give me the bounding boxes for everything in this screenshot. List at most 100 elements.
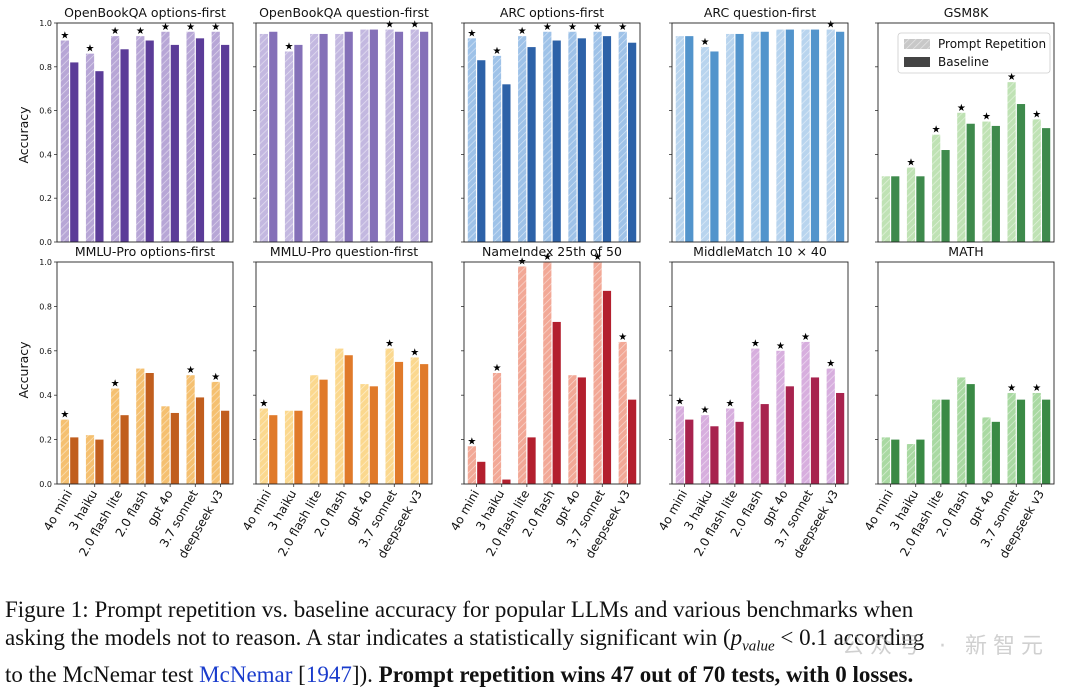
citation-bracket-open: [ <box>292 661 306 687</box>
significance-star: ★ <box>568 22 577 33</box>
p-subscript: value <box>742 638 775 655</box>
panel-title: OpenBookQA options-first <box>64 5 226 20</box>
citation-bracket-close: ]). <box>351 661 379 687</box>
bar-repetition-2-0-flash-lite <box>111 388 120 484</box>
bar-baseline-3-7-sonnet <box>195 397 205 484</box>
bar-repetition-gpt-4o <box>568 375 577 484</box>
significance-star: ★ <box>285 41 294 52</box>
significance-star: ★ <box>1007 383 1016 394</box>
p-threshold: < 0.1 according <box>774 625 925 650</box>
bar-repetition-3-haiku <box>85 435 95 484</box>
panel-arc-question-first: ARC question-first ★ ★ <box>669 5 849 243</box>
bar-baseline-2-0-flash-lite <box>120 415 129 484</box>
significance-star: ★ <box>826 359 835 370</box>
significance-star: ★ <box>801 332 810 343</box>
y-tick-label: 1.0 <box>39 258 52 267</box>
significance-star: ★ <box>410 347 419 358</box>
bar-baseline-gpt-4o <box>170 44 179 243</box>
bar-baseline-3-7-sonnet <box>1016 399 1026 484</box>
y-tick-label: 0.4 <box>39 391 52 400</box>
panel-frame <box>463 261 641 485</box>
bar-baseline-3-haiku <box>916 439 925 484</box>
caption-line-1: Figure 1: Prompt repetition vs. baseline… <box>5 597 914 622</box>
caption-line-2: asking the models not to reason. A star … <box>0 624 1080 661</box>
caption-line-2-text: asking the models not to reason. A star … <box>5 625 731 650</box>
bar-baseline-4o-mini <box>685 419 694 484</box>
bar-repetition-4o-mini <box>881 176 890 242</box>
significance-star: ★ <box>1007 72 1016 83</box>
bar-baseline-2-0-flash <box>145 373 154 484</box>
panel-frame <box>877 22 1055 243</box>
panel-arc-options-first: ARC options-first ★ ★ ★ ★ ★ ★ ★ <box>461 5 641 243</box>
significance-star: ★ <box>385 20 394 31</box>
significance-star: ★ <box>493 363 502 374</box>
panel-openbookqa-options-first: OpenBookQA options-first 0.0 0.2 0.4 0.6 0.8 1… <box>39 5 234 247</box>
significance-star: ★ <box>982 112 991 123</box>
bar-baseline-3-7-sonnet <box>602 36 612 242</box>
bar-repetition-4o-mini <box>467 446 476 484</box>
bar-repetition-2-0-flash-lite <box>932 399 941 484</box>
bar-baseline-deepseek-v3 <box>221 44 230 243</box>
panel-gsm8k: GSM8K ★ ★ ★ ★ ★ ★ Prompt Repetition Baseline <box>875 5 1055 243</box>
significance-star: ★ <box>211 22 220 33</box>
bar-baseline-4o-mini <box>685 36 694 242</box>
significance-star: ★ <box>701 405 710 416</box>
mcnemar-citation-link[interactable]: McNemar <box>199 661 293 687</box>
bar-baseline-2-0-flash <box>344 31 353 243</box>
bar-baseline-3-7-sonnet <box>602 290 612 484</box>
bar-baseline-deepseek-v3 <box>420 364 429 484</box>
significance-star: ★ <box>111 26 120 37</box>
bar-repetition-3-haiku <box>906 444 916 484</box>
bar-repetition-deepseek-v3 <box>826 368 835 484</box>
bar-baseline-gpt-4o <box>785 29 794 242</box>
significance-star: ★ <box>467 436 476 447</box>
bar-repetition-4o-mini <box>259 33 268 243</box>
citation-year-link[interactable]: 1947 <box>305 661 352 687</box>
bar-repetition-2-0-flash <box>957 112 966 242</box>
bar-repetition-deepseek-v3 <box>1032 392 1041 484</box>
p-symbol: p <box>730 625 743 650</box>
legend-swatch-baseline <box>904 57 930 67</box>
legend-swatch-repetition <box>904 39 930 49</box>
bar-baseline-deepseek-v3 <box>836 31 845 243</box>
bar-baseline-4o-mini <box>891 176 900 242</box>
bar-baseline-4o-mini <box>477 461 486 484</box>
bar-baseline-3-haiku <box>294 410 303 484</box>
significance-star: ★ <box>593 252 602 263</box>
panel-title: ARC options-first <box>500 5 604 20</box>
bar-baseline-deepseek-v3 <box>1042 399 1051 484</box>
bar-repetition-deepseek-v3 <box>618 341 627 484</box>
bar-repetition-gpt-4o <box>982 121 991 242</box>
bar-repetition-3-7-sonnet <box>801 29 810 242</box>
bar-repetition-3-7-sonnet <box>385 29 394 242</box>
legend-box <box>897 32 1051 74</box>
bar-repetition-4o-mini <box>259 408 268 484</box>
bar-repetition-3-7-sonnet <box>385 348 394 484</box>
caption-bold-summary: Prompt repetition wins 47 out of 70 test… <box>378 661 914 687</box>
panel-frame <box>56 261 234 485</box>
y-tick-label: 0.8 <box>39 63 52 72</box>
significance-star: ★ <box>593 22 602 33</box>
y-tick-label: 1.0 <box>39 19 52 28</box>
panel-frame <box>463 22 641 243</box>
y-axis-label-row1: Accuracy <box>16 106 31 164</box>
bar-repetition-2-0-flash-lite <box>518 266 527 484</box>
bar-baseline-2-0-flash <box>552 321 561 484</box>
significance-star: ★ <box>726 399 735 410</box>
panel-openbookqa-question-first: OpenBookQA question-first★★ ★ <box>253 5 433 243</box>
bar-repetition-2-0-flash <box>136 36 145 242</box>
significance-star: ★ <box>410 20 419 31</box>
y-tick-label: 0.6 <box>39 347 52 356</box>
bar-repetition-deepseek-v3 <box>618 31 627 243</box>
bar-repetition-2-0-flash <box>543 31 552 243</box>
bar-baseline-gpt-4o <box>577 38 586 242</box>
bar-repetition-2-0-flash <box>543 262 552 484</box>
bar-repetition-gpt-4o <box>360 384 369 484</box>
bar-repetition-2-0-flash-lite <box>726 33 735 243</box>
bar-repetition-4o-mini <box>60 40 69 242</box>
bar-repetition-gpt-4o <box>360 29 369 242</box>
significance-star: ★ <box>60 410 69 421</box>
bar-repetition-3-7-sonnet <box>1007 392 1016 484</box>
